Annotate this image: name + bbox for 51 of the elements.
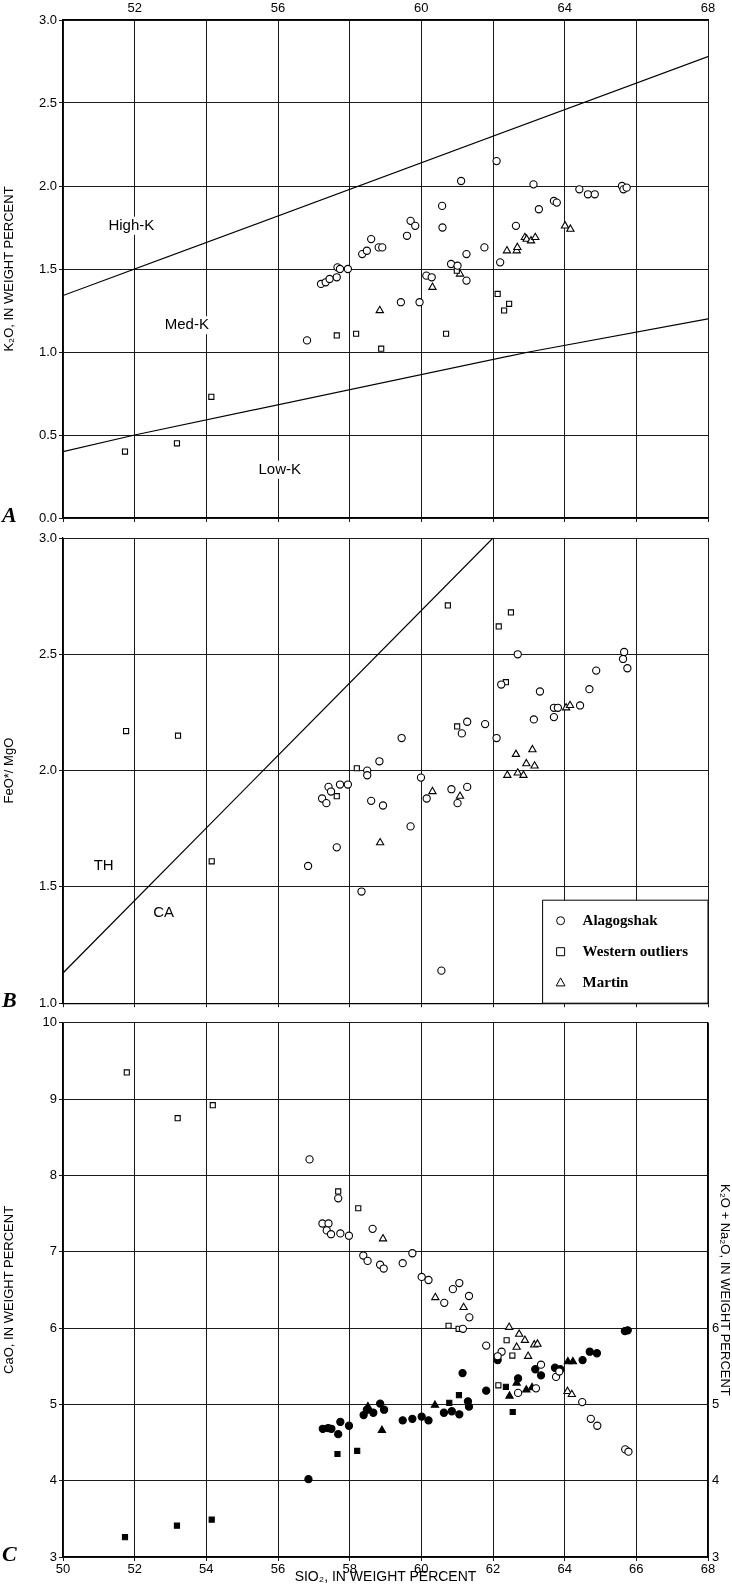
annotation: TH bbox=[93, 856, 114, 874]
y-tick-label: 4 bbox=[49, 1472, 57, 1488]
y-tick-label: 5 bbox=[49, 1395, 57, 1411]
y-tick-label: 0.0 bbox=[38, 509, 57, 525]
y-tick-label: 1.0 bbox=[38, 343, 57, 359]
y-tick-label: 1.0 bbox=[38, 994, 57, 1010]
x2-tick-label: 56 bbox=[270, 0, 286, 15]
y-tick-label: 2.5 bbox=[38, 645, 57, 661]
x-tick-label: 68 bbox=[700, 1561, 716, 1577]
x2-tick-label: 52 bbox=[127, 0, 142, 15]
x-tick-label: 64 bbox=[557, 1561, 572, 1577]
y-tick-label: 9 bbox=[49, 1090, 57, 1106]
text: B bbox=[1, 987, 17, 1013]
x2-tick-label: 64 bbox=[557, 0, 572, 15]
text: A bbox=[0, 502, 17, 527]
x2-tick-label: 68 bbox=[700, 0, 716, 15]
y-axis-title: FeO*/ MgO bbox=[1, 737, 17, 804]
y2-tick-label: 4 bbox=[712, 1472, 720, 1488]
annotation: CA bbox=[153, 902, 175, 920]
legend-label: Western outliers bbox=[582, 942, 689, 959]
legend-label: Martin bbox=[582, 973, 630, 990]
y-tick-label: 2.5 bbox=[38, 94, 57, 110]
annotation: High-K bbox=[108, 215, 155, 233]
x2-tick-label: 60 bbox=[414, 0, 429, 15]
y-tick-label: 3.0 bbox=[38, 529, 57, 545]
annotation: Low-K bbox=[258, 459, 301, 477]
y-tick-label: 7 bbox=[49, 1243, 57, 1259]
y-tick-label: 6 bbox=[49, 1319, 57, 1335]
y2-tick-label: 3 bbox=[712, 1548, 720, 1564]
y2-tick-label: 5 bbox=[712, 1395, 720, 1411]
y-tick-label: 0.5 bbox=[38, 426, 57, 442]
y-tick-label: 8 bbox=[49, 1167, 57, 1183]
x-tick-label: 52 bbox=[127, 1561, 142, 1577]
y-tick-label: 1.5 bbox=[38, 260, 57, 276]
x-tick-label: 54 bbox=[199, 1561, 214, 1577]
y-axis-title: K₂O, IN WEIGHT PERCENT bbox=[1, 186, 17, 352]
x-tick-label: 50 bbox=[55, 1561, 71, 1577]
y2-tick-label: 6 bbox=[712, 1319, 720, 1335]
annotation: Med-K bbox=[164, 315, 209, 333]
text: C bbox=[2, 1541, 17, 1566]
y-tick-label: 2.0 bbox=[38, 177, 57, 193]
y-tick-label: 3 bbox=[49, 1548, 57, 1564]
y-tick-label: 3.0 bbox=[38, 11, 57, 27]
legend-label: Alagogshak bbox=[582, 911, 659, 928]
y-tick-label: 10 bbox=[42, 1014, 57, 1030]
x-tick-label: 66 bbox=[629, 1561, 644, 1577]
y-tick-label: 2.0 bbox=[38, 762, 57, 778]
x-tick-label: 62 bbox=[485, 1561, 501, 1577]
x-tick-label: 56 bbox=[270, 1561, 286, 1577]
y-tick-label: 1.5 bbox=[38, 878, 57, 894]
y-axis-title: CaO, IN WEIGHT PERCENT bbox=[1, 1205, 17, 1374]
